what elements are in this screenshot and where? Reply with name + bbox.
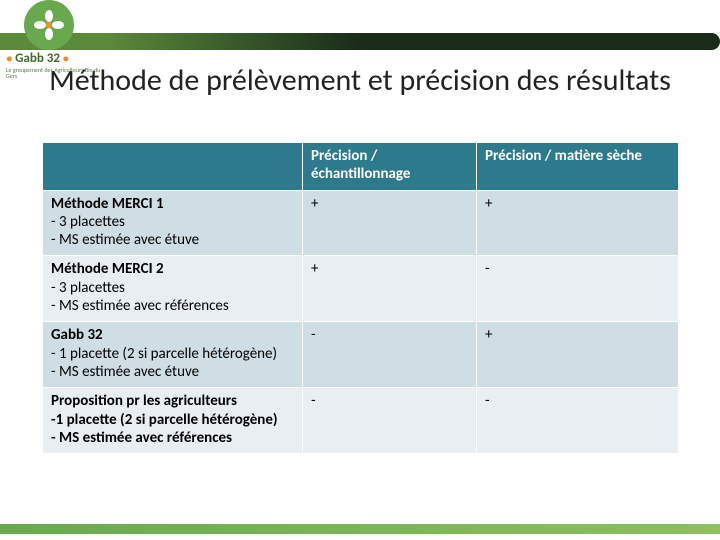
row-detail: -1 placette (2 si parcelle hétérogène) [51,411,294,429]
row-value-cell-1: + [477,190,679,256]
row-method-cell: Méthode MERCI 1- 3 placettes- MS estimée… [43,190,303,256]
row-value-cell-0: + [303,256,477,322]
col-header-0 [43,143,303,191]
row-value-cell-1: - [477,256,679,322]
table-header-row: Précision / échantillonnage Précision / … [43,143,679,191]
logo: ● Gabb 32 ● Le groupement des Agriculteu… [6,0,104,64]
row-value-cell-1: + [477,322,679,388]
logo-dot-right: ● [62,52,69,65]
comparison-table: Précision / échantillonnage Précision / … [42,142,678,454]
row-method-cell: Méthode MERCI 2- 3 placettes- MS estimée… [43,256,303,322]
row-title: Méthode MERCI 1 [51,195,164,213]
row-method-cell: Proposition pr les agriculteurs-1 placet… [43,388,303,454]
col-header-1: Précision / échantillonnage [303,143,477,191]
row-detail: - MS estimée avec références [51,297,294,315]
row-title: Gabb 32 [51,326,103,344]
row-detail: - 1 placette (2 si parcelle hétérogène) [51,345,294,363]
row-title: Proposition pr les agriculteurs [51,392,237,410]
row-value-cell-0: - [303,388,477,454]
row-value-cell-1: - [477,388,679,454]
flower-icon [34,10,64,40]
logo-text: ● Gabb 32 ● [6,52,104,65]
row-detail: - MS estimée avec étuve [51,363,294,381]
row-value-cell-0: - [303,322,477,388]
logo-dot-left: ● [6,52,13,65]
page-title: Méthode de prélèvement et précision des … [0,64,720,99]
row-title: Méthode MERCI 2 [51,260,164,278]
table-row: Gabb 32- 1 placette (2 si parcelle hétér… [43,322,679,388]
table-row: Méthode MERCI 1- 3 placettes- MS estimée… [43,190,679,256]
table-row: Proposition pr les agriculteurs-1 placet… [43,388,679,454]
row-detail: - 3 placettes [51,279,294,297]
footer-bar [0,524,720,534]
row-value-cell-0: + [303,190,477,256]
row-method-cell: Gabb 32- 1 placette (2 si parcelle hétér… [43,322,303,388]
logo-tagline: Le groupement des Agriculteurs Bio du Ge… [6,67,104,79]
table-row: Méthode MERCI 2- 3 placettes- MS estimée… [43,256,679,322]
row-detail: - MS estimée avec références [51,429,294,447]
header-bar [0,33,720,50]
logo-name: Gabb 32 [15,51,60,66]
row-detail: - MS estimée avec étuve [51,231,294,249]
row-detail: - 3 placettes [51,213,294,231]
col-header-2: Précision / matière sèche [477,143,679,191]
logo-circle [24,0,74,50]
